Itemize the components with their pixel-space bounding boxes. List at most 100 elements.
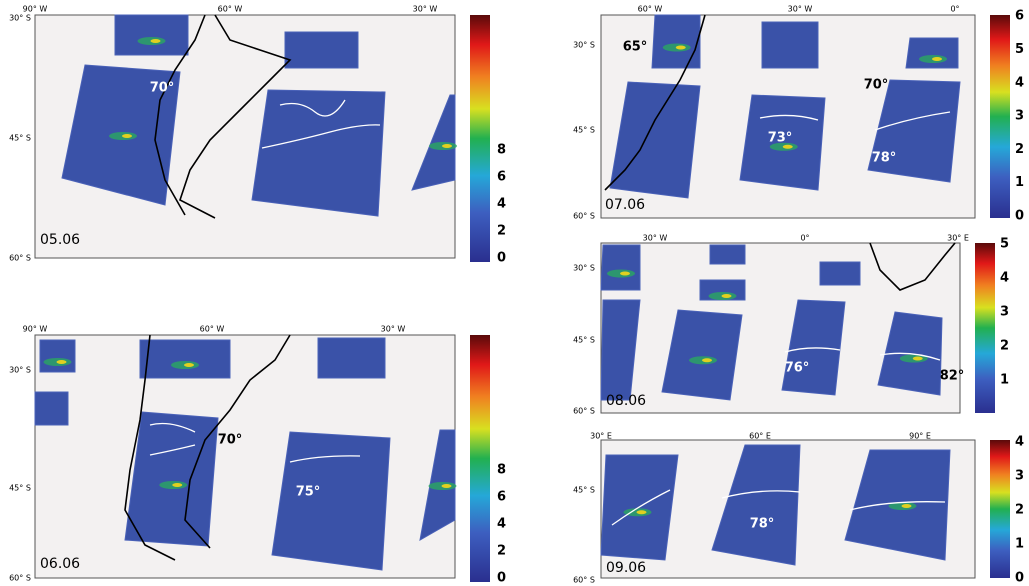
colorbar-tick: 4 xyxy=(497,197,506,212)
data-swath xyxy=(609,81,701,199)
colorbar-tick: 0 xyxy=(1015,571,1024,586)
data-swath xyxy=(819,261,861,286)
lon-label: 60° W xyxy=(638,5,663,14)
date-label: 07.06 xyxy=(605,197,645,213)
data-swath xyxy=(661,309,743,401)
date-label: 06.06 xyxy=(40,556,80,572)
date-label: 05.06 xyxy=(40,232,80,248)
colorbar-tick: 4 xyxy=(1015,75,1024,90)
anomaly xyxy=(721,294,732,298)
lat-label: 30° S xyxy=(9,14,31,23)
data-swath xyxy=(651,14,701,69)
colorbar xyxy=(470,335,490,582)
anomaly xyxy=(912,356,923,361)
angle-annotation: 73° xyxy=(768,131,793,146)
contour xyxy=(611,489,946,526)
angle-annotation: 78° xyxy=(750,517,775,532)
lat-label: 45° S xyxy=(9,134,31,143)
lon-label: 30° W xyxy=(381,325,406,334)
lat-label: 30° S xyxy=(9,366,31,375)
colorbar-tick: 2 xyxy=(1015,142,1024,157)
contour xyxy=(759,111,951,131)
lon-label: 90° W xyxy=(23,325,48,334)
data-swath xyxy=(411,94,456,191)
data-swath xyxy=(600,244,641,291)
coastline xyxy=(154,14,292,219)
data-swath xyxy=(114,14,189,56)
anomaly xyxy=(901,504,912,508)
lat-label: 45° S xyxy=(9,484,31,493)
colorbar-tick: 6 xyxy=(1015,9,1024,24)
angle-annotation: 78° xyxy=(872,151,897,166)
colorbar-tick: 6 xyxy=(497,490,506,505)
contour xyxy=(149,422,361,463)
colorbar-tick: 5 xyxy=(1015,42,1024,57)
map-frame xyxy=(34,334,456,579)
lon-label: 60° W xyxy=(200,325,225,334)
data-swath xyxy=(600,299,641,401)
colorbar-tick: 8 xyxy=(497,143,506,158)
lat-label: 45° S xyxy=(573,126,595,135)
colorbar-tick: 2 xyxy=(497,224,506,239)
lat-label: 30° S xyxy=(573,41,595,50)
colorbar-tick: 2 xyxy=(497,544,506,559)
colorbar-tick: 1 xyxy=(1015,537,1024,552)
lat-label: 30° S xyxy=(573,264,595,273)
contour xyxy=(784,347,941,361)
data-swath xyxy=(139,339,231,379)
coastline xyxy=(604,14,706,191)
colorbar xyxy=(990,440,1010,578)
colorbar-tick: 2 xyxy=(1015,503,1024,518)
anomaly xyxy=(150,39,161,43)
lon-label: 30° E xyxy=(947,234,969,243)
lat-label: 60° S xyxy=(9,574,31,583)
colorbar-tick: 1 xyxy=(1015,175,1024,190)
coastline xyxy=(869,242,956,291)
colorbar xyxy=(975,243,995,413)
lon-label: 90° E xyxy=(909,432,931,441)
anomaly xyxy=(636,510,647,515)
angle-annotation: 82° xyxy=(940,369,965,384)
data-swath xyxy=(39,339,76,373)
data-swath xyxy=(317,337,386,379)
lon-label: 30° E xyxy=(590,432,612,441)
coastline xyxy=(124,334,291,561)
data-swath xyxy=(124,411,219,547)
colorbar-tick: 8 xyxy=(497,463,506,478)
colorbar-tick: 0 xyxy=(1015,209,1024,224)
lat-label: 45° S xyxy=(573,336,595,345)
lat-label: 60° S xyxy=(573,212,595,221)
lat-label: 45° S xyxy=(573,486,595,495)
anomaly xyxy=(620,271,630,276)
lat-label: 60° S xyxy=(9,254,31,263)
angle-annotation: 76° xyxy=(785,361,810,376)
lon-label: 0° xyxy=(800,234,809,243)
colorbar xyxy=(470,15,490,262)
lon-label: 30° W xyxy=(788,5,813,14)
anomaly xyxy=(782,144,793,149)
colorbar xyxy=(990,15,1010,218)
contour xyxy=(261,99,381,149)
colorbar-tick: 2 xyxy=(1000,339,1009,354)
colorbar-tick: 0 xyxy=(497,251,506,266)
anomaly xyxy=(675,45,686,50)
angle-annotation: 75° xyxy=(296,485,321,500)
lon-label: 0° xyxy=(950,5,959,14)
colorbar-tick: 1 xyxy=(1000,373,1009,388)
angle-annotation: 70° xyxy=(218,433,243,448)
anomaly xyxy=(932,57,942,61)
colorbar-tick: 0 xyxy=(497,571,506,586)
data-swath xyxy=(739,94,826,191)
data-swath xyxy=(251,89,386,217)
colorbar-tick: 3 xyxy=(1015,109,1024,124)
angle-annotation: 70° xyxy=(150,81,175,96)
lon-label: 60° E xyxy=(749,432,771,441)
anomaly xyxy=(172,483,183,487)
anomaly xyxy=(56,360,67,364)
data-swath xyxy=(709,244,746,265)
anomaly xyxy=(184,363,194,367)
angle-annotation: 65° xyxy=(623,40,648,55)
data-swath xyxy=(761,21,819,69)
colorbar-tick: 3 xyxy=(1015,469,1024,484)
